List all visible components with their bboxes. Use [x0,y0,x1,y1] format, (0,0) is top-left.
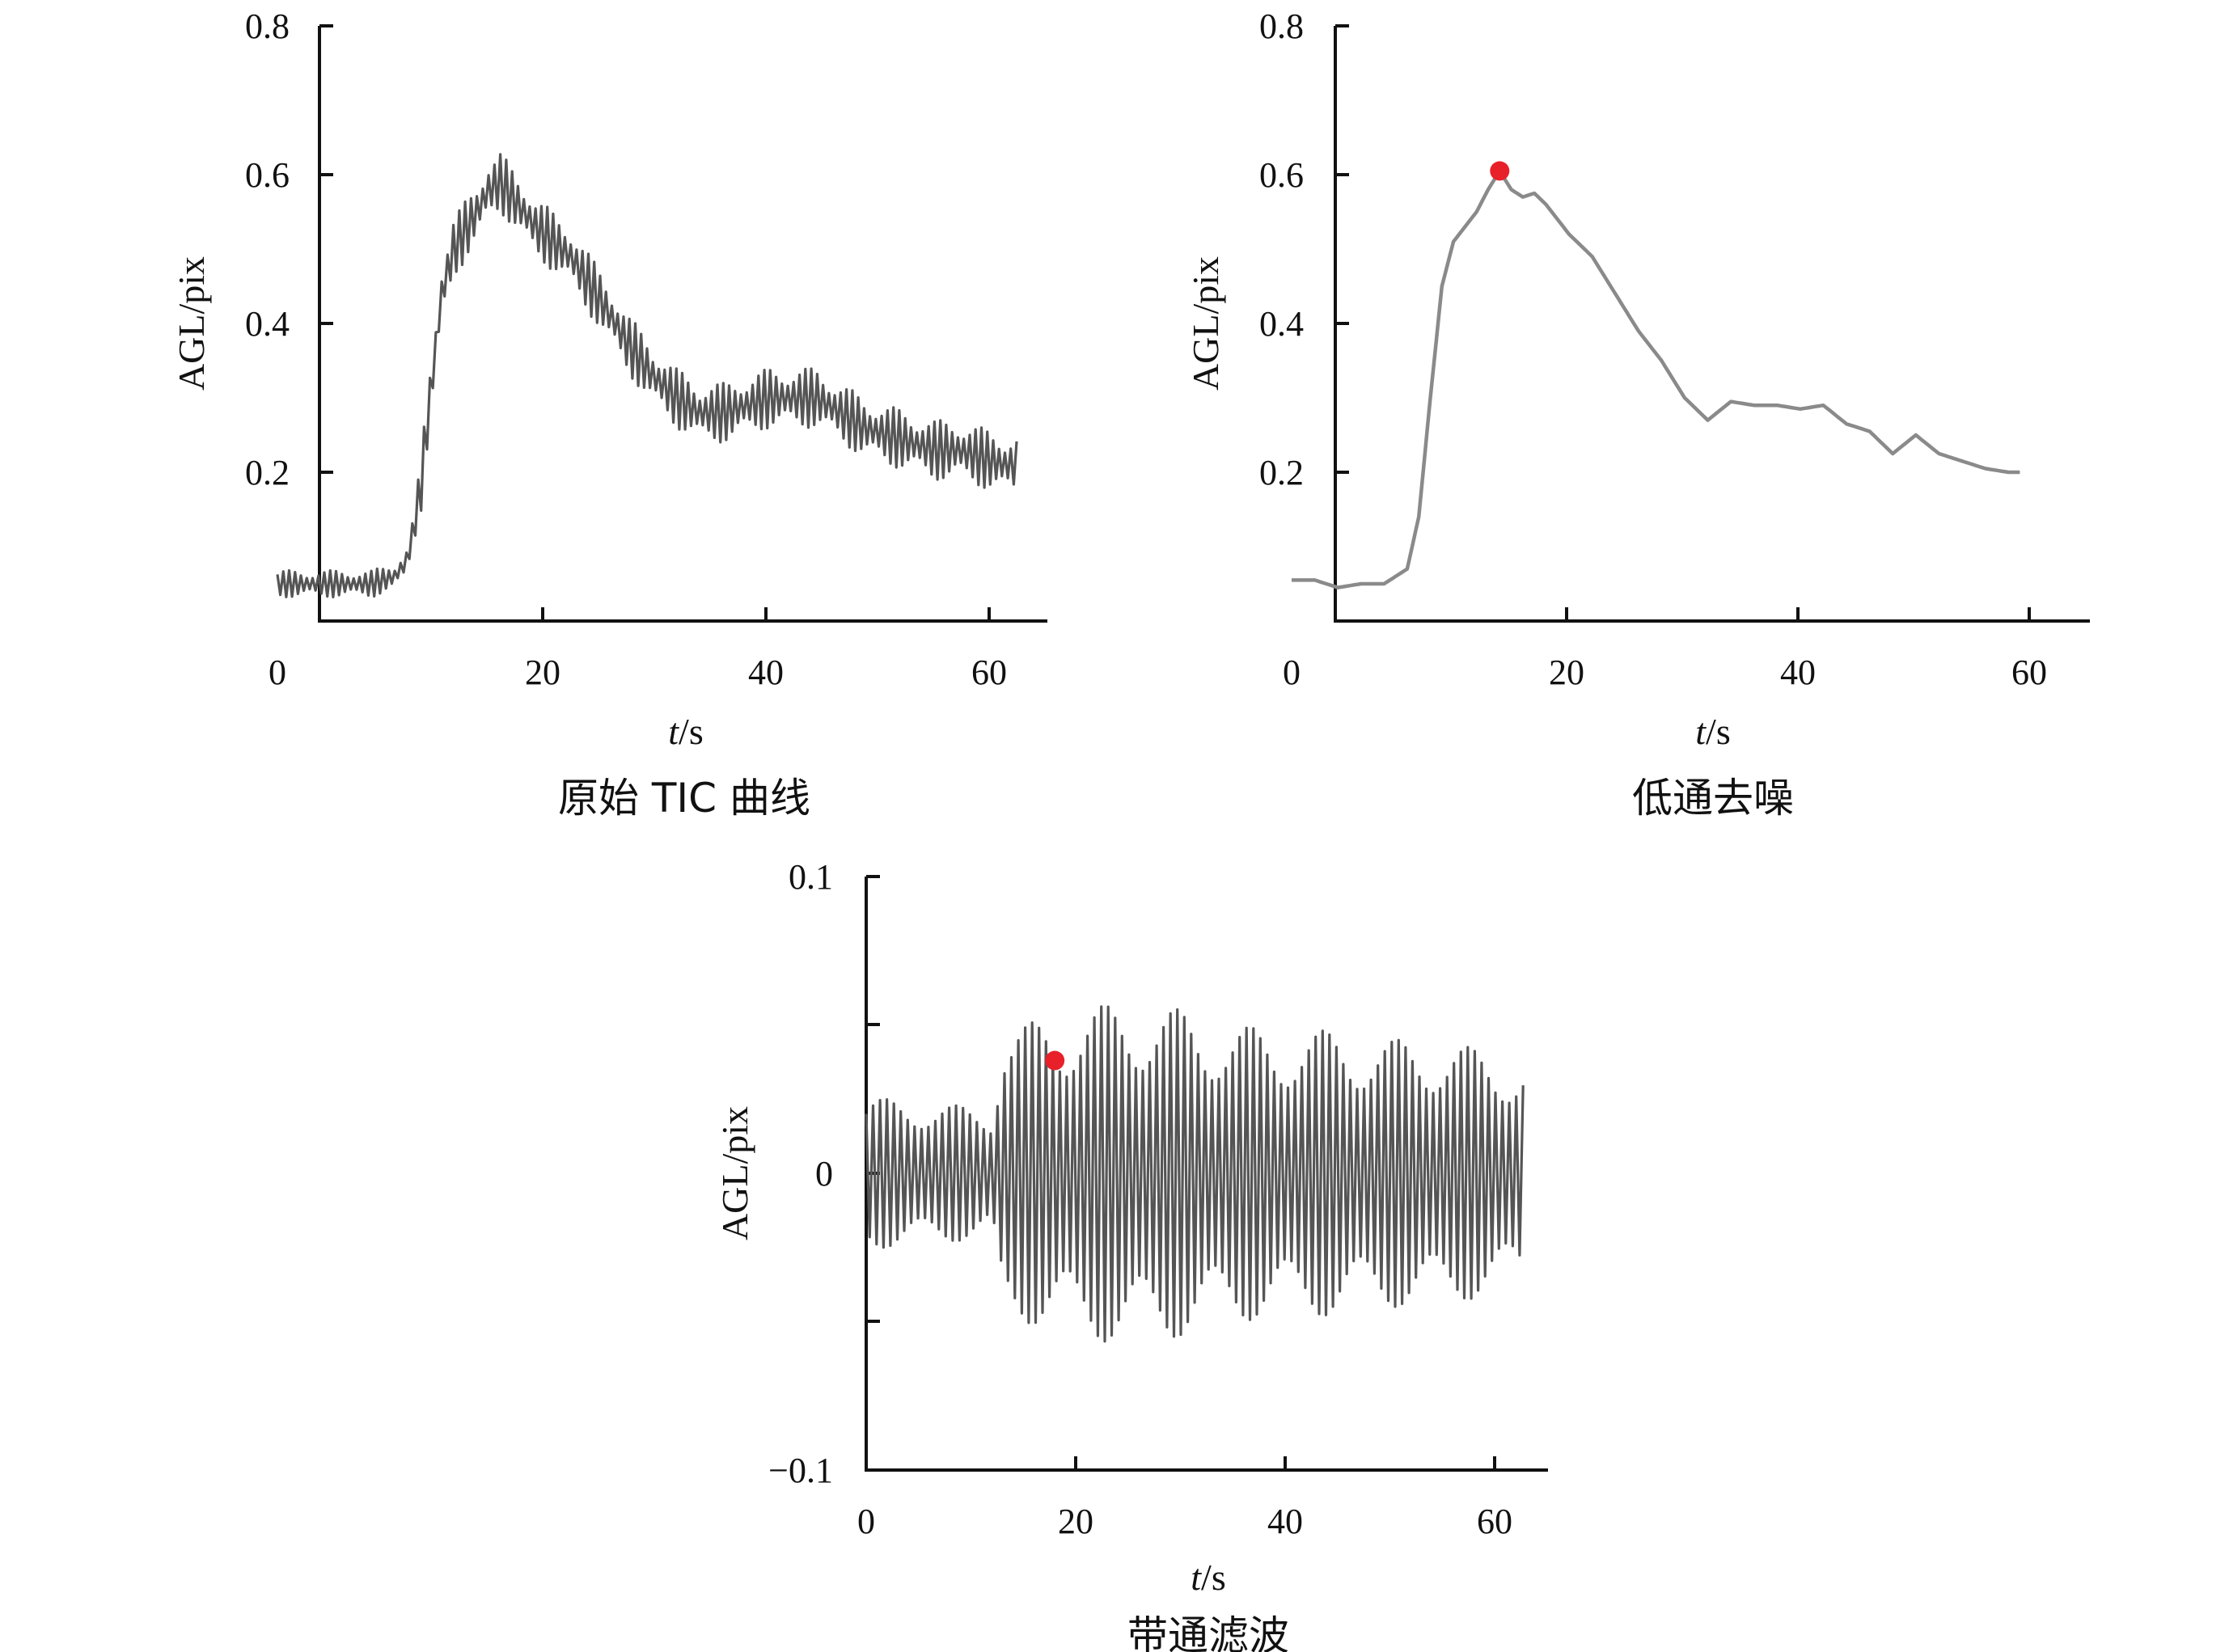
y-tick-label: 0.2 [245,453,290,492]
x-tick-label: 20 [1058,1502,1093,1541]
y-ticks [1335,24,1349,474]
x-origin-label: 0 [857,1502,875,1541]
y-ticks [319,24,333,474]
x-axis-title: t/s [1191,1557,1225,1598]
panel-caption: 低通去噪 [1632,775,1794,822]
series-line-original [276,153,1018,598]
x-tick-label: 60 [2011,653,2047,692]
y-axis-title: AGL/pix [1185,256,1226,391]
series-line-bandpass [865,1005,1525,1343]
x-origin-label: 0 [1283,653,1301,692]
x-tick-label: 20 [1549,653,1584,692]
chart-panel-original: 0.8 0.6 0.4 0.2 0 20 40 60 t/s AGL/pix 原… [171,6,1047,822]
y-tick-label: 0.1 [789,857,833,897]
y-tick-label: 0.6 [245,155,290,195]
panel-caption: 带通滤波 [1127,1612,1289,1652]
y-tick-label: 0.8 [245,6,290,46]
peak-marker [1045,1050,1065,1071]
y-tick-label: 0.8 [1259,6,1304,46]
chart-panel-bandpass: 0.1 0 −0.1 0 20 40 60 t/s AGL/pix 带通滤波 [714,857,1548,1652]
x-tick-label: 40 [1267,1502,1303,1541]
y-tick-label: −0.1 [768,1451,833,1490]
x-axis-title: t/s [1695,711,1730,752]
x-tick-label: 20 [525,653,560,692]
x-tick-label: 60 [971,653,1007,692]
x-axis-title: t/s [668,711,703,752]
x-tick-label: 60 [1477,1502,1512,1541]
peak-marker [1490,161,1510,181]
x-tick-label: 40 [1780,653,1816,692]
chart-panel-lowpass: 0.8 0.6 0.4 0.2 0 20 40 60 t/s AGL/pix 低… [1185,6,2090,822]
x-origin-label: 0 [269,653,286,692]
y-tick-label: 0 [815,1154,833,1194]
y-tick-label: 0.2 [1259,453,1304,492]
x-ticks [1074,1456,1496,1470]
x-ticks [1565,607,2031,621]
x-ticks [541,607,991,621]
y-axis-title: AGL/pix [714,1106,755,1240]
panel-caption: 原始 TIC 曲线 [558,775,810,822]
x-tick-label: 40 [748,653,784,692]
y-tick-label: 0.4 [1259,304,1304,344]
series-line-lowpass [1292,169,2020,589]
y-tick-label: 0.4 [245,304,290,344]
y-tick-label: 0.6 [1259,155,1304,195]
y-axis-title: AGL/pix [171,256,212,391]
